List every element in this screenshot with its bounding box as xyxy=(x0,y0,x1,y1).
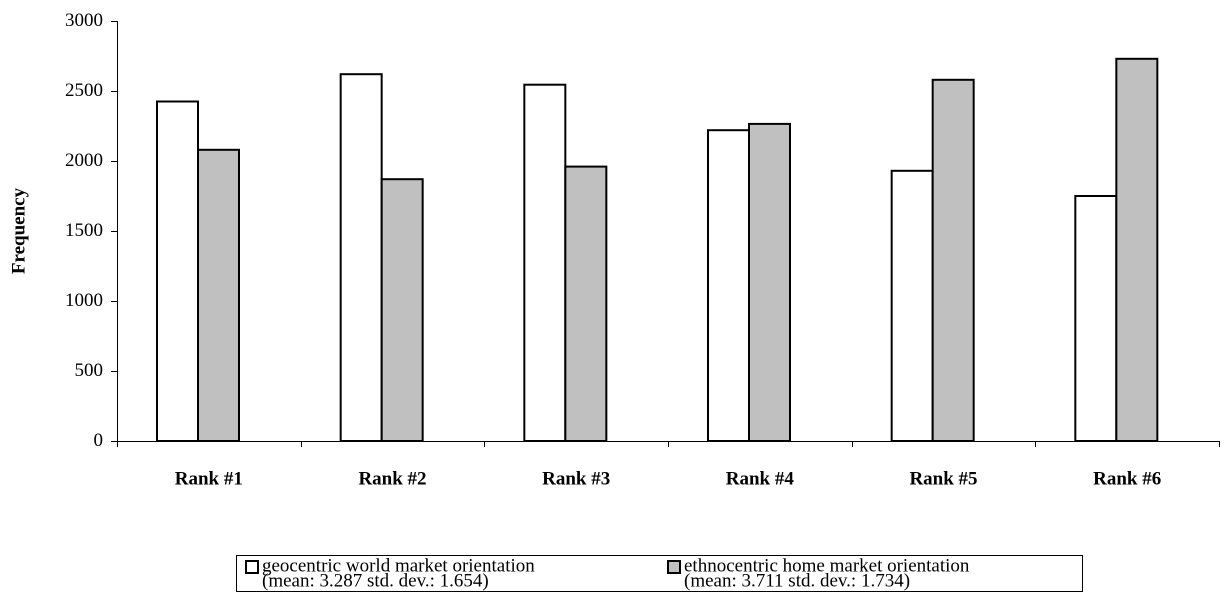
y-tick-label: 1500 xyxy=(65,220,103,241)
y-tick-label: 2000 xyxy=(65,150,103,171)
legend-box xyxy=(236,555,1083,592)
y-tick-label: 500 xyxy=(75,360,104,381)
x-tick-label: Rank #3 xyxy=(542,468,610,489)
bar xyxy=(1115,57,1159,443)
legend-swatch xyxy=(667,560,681,574)
x-tick-label: Rank #6 xyxy=(1093,468,1161,489)
bar xyxy=(931,78,975,443)
bar xyxy=(197,148,240,443)
x-tick-label: Rank #1 xyxy=(175,468,243,489)
bar xyxy=(523,83,567,442)
bar xyxy=(564,165,608,442)
y-axis-title: Frequency xyxy=(8,187,29,274)
legend-note: (mean: 3.287 std. dev.: 1.654) xyxy=(262,570,489,591)
x-tick-label: Rank #2 xyxy=(358,468,426,489)
bar xyxy=(1074,195,1118,442)
bar xyxy=(156,100,199,442)
x-tick-label: Rank #5 xyxy=(909,468,977,489)
bar xyxy=(748,122,791,443)
legend-label: ethnocentric home market orientation xyxy=(684,555,970,576)
bar xyxy=(890,169,934,443)
y-tick-label: 3000 xyxy=(65,10,103,31)
x-tick-label: Rank #4 xyxy=(726,468,795,489)
bar xyxy=(707,129,750,442)
y-tick-label: 1000 xyxy=(65,290,103,311)
bar xyxy=(380,178,424,442)
y-tick-label: 2500 xyxy=(65,80,103,101)
legend-note: (mean: 3.711 std. dev.: 1.734) xyxy=(684,570,910,591)
legend-label: geocentric world market orientation xyxy=(262,555,535,576)
y-tick-label: 0 xyxy=(94,430,104,451)
legend-swatch xyxy=(245,560,259,574)
bar xyxy=(339,73,383,442)
